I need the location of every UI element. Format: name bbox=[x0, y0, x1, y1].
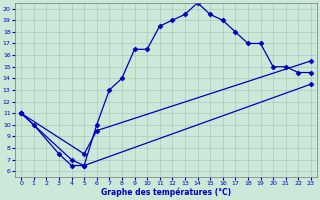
X-axis label: Graphe des températures (°C): Graphe des températures (°C) bbox=[101, 188, 231, 197]
